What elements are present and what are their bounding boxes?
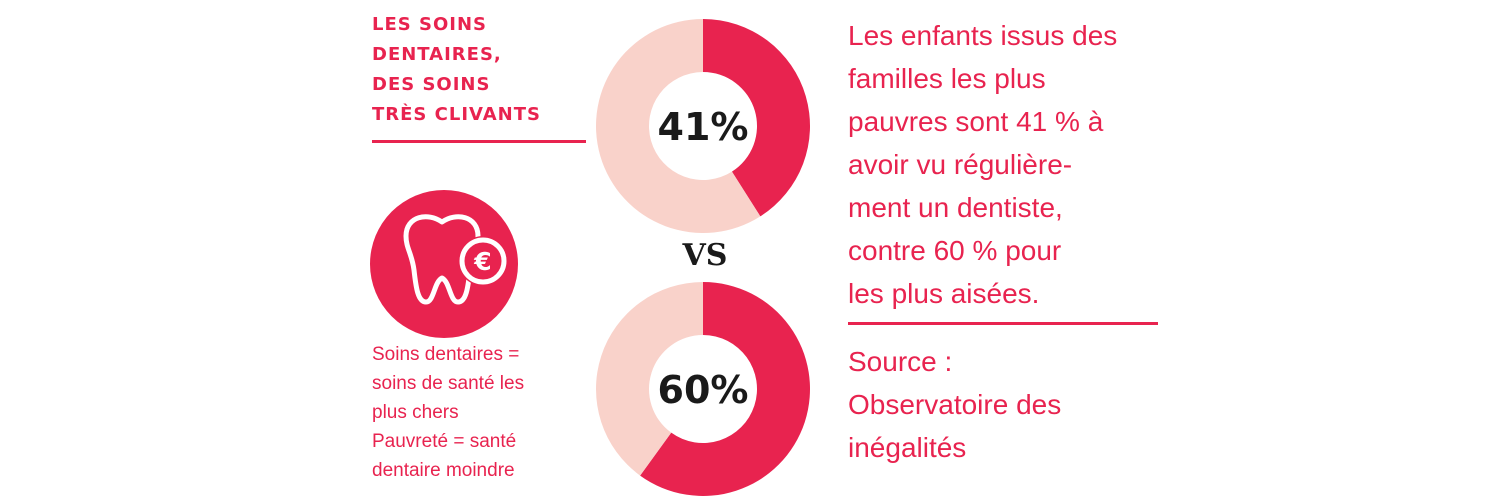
donut-chart-poor: 41%: [596, 19, 810, 233]
donut-center-label: 41%: [658, 105, 749, 149]
source-line-3: inégalités: [848, 432, 967, 463]
source-divider: [848, 322, 1158, 325]
donut-slice-rest: [596, 19, 761, 233]
svg-text:€: €: [473, 247, 491, 276]
left-note-line-2: soins de santé les: [372, 373, 525, 394]
left-notes: Soins dentaires = soins de santé les plu…: [372, 340, 602, 485]
description-line-5: ment un dentiste,: [848, 192, 1063, 223]
source-line-2: Observatoire des: [848, 389, 1062, 420]
donut-slice-highlight: [703, 19, 810, 217]
headline-divider: [372, 140, 586, 143]
description-line-1: Les enfants issus des: [848, 20, 1118, 51]
headline-line-3: DES SOINS: [372, 74, 491, 95]
description-line-4: avoir vu régulière-: [848, 149, 1073, 180]
headline-line-1: LES SOINS: [372, 14, 487, 35]
description-line-3: pauvres sont 41 % à: [848, 106, 1104, 137]
headline-line-2: DENTAIRES,: [372, 44, 502, 65]
description-line-6: contre 60 % pour: [848, 235, 1062, 266]
source: Source : Observatoire des inégalités: [848, 340, 1178, 469]
left-note-line-4: Pauvreté = santé: [372, 431, 517, 452]
description-line-7: les plus aisées.: [848, 278, 1040, 309]
source-line-1: Source :: [848, 346, 953, 377]
headline: LES SOINS DENTAIRES, DES SOINS TRÈS CLIV…: [372, 10, 592, 130]
left-note-line-1: Soins dentaires =: [372, 344, 520, 365]
vs-label: VS: [682, 238, 728, 273]
tooth-euro-icon: €: [370, 190, 518, 338]
left-note-line-5: dentaire moindre: [372, 460, 515, 481]
donut-chart-rich: 60%: [596, 282, 810, 496]
headline-line-4: TRÈS CLIVANTS: [372, 104, 541, 125]
description-line-2: familles les plus: [848, 63, 1046, 94]
donut-slice-rest: [596, 282, 703, 476]
donut-center-label: 60%: [658, 368, 749, 412]
left-note-line-3: plus chers: [372, 402, 459, 423]
description: Les enfants issus des familles les plus …: [848, 14, 1178, 315]
donut-slice-highlight: [640, 282, 810, 496]
